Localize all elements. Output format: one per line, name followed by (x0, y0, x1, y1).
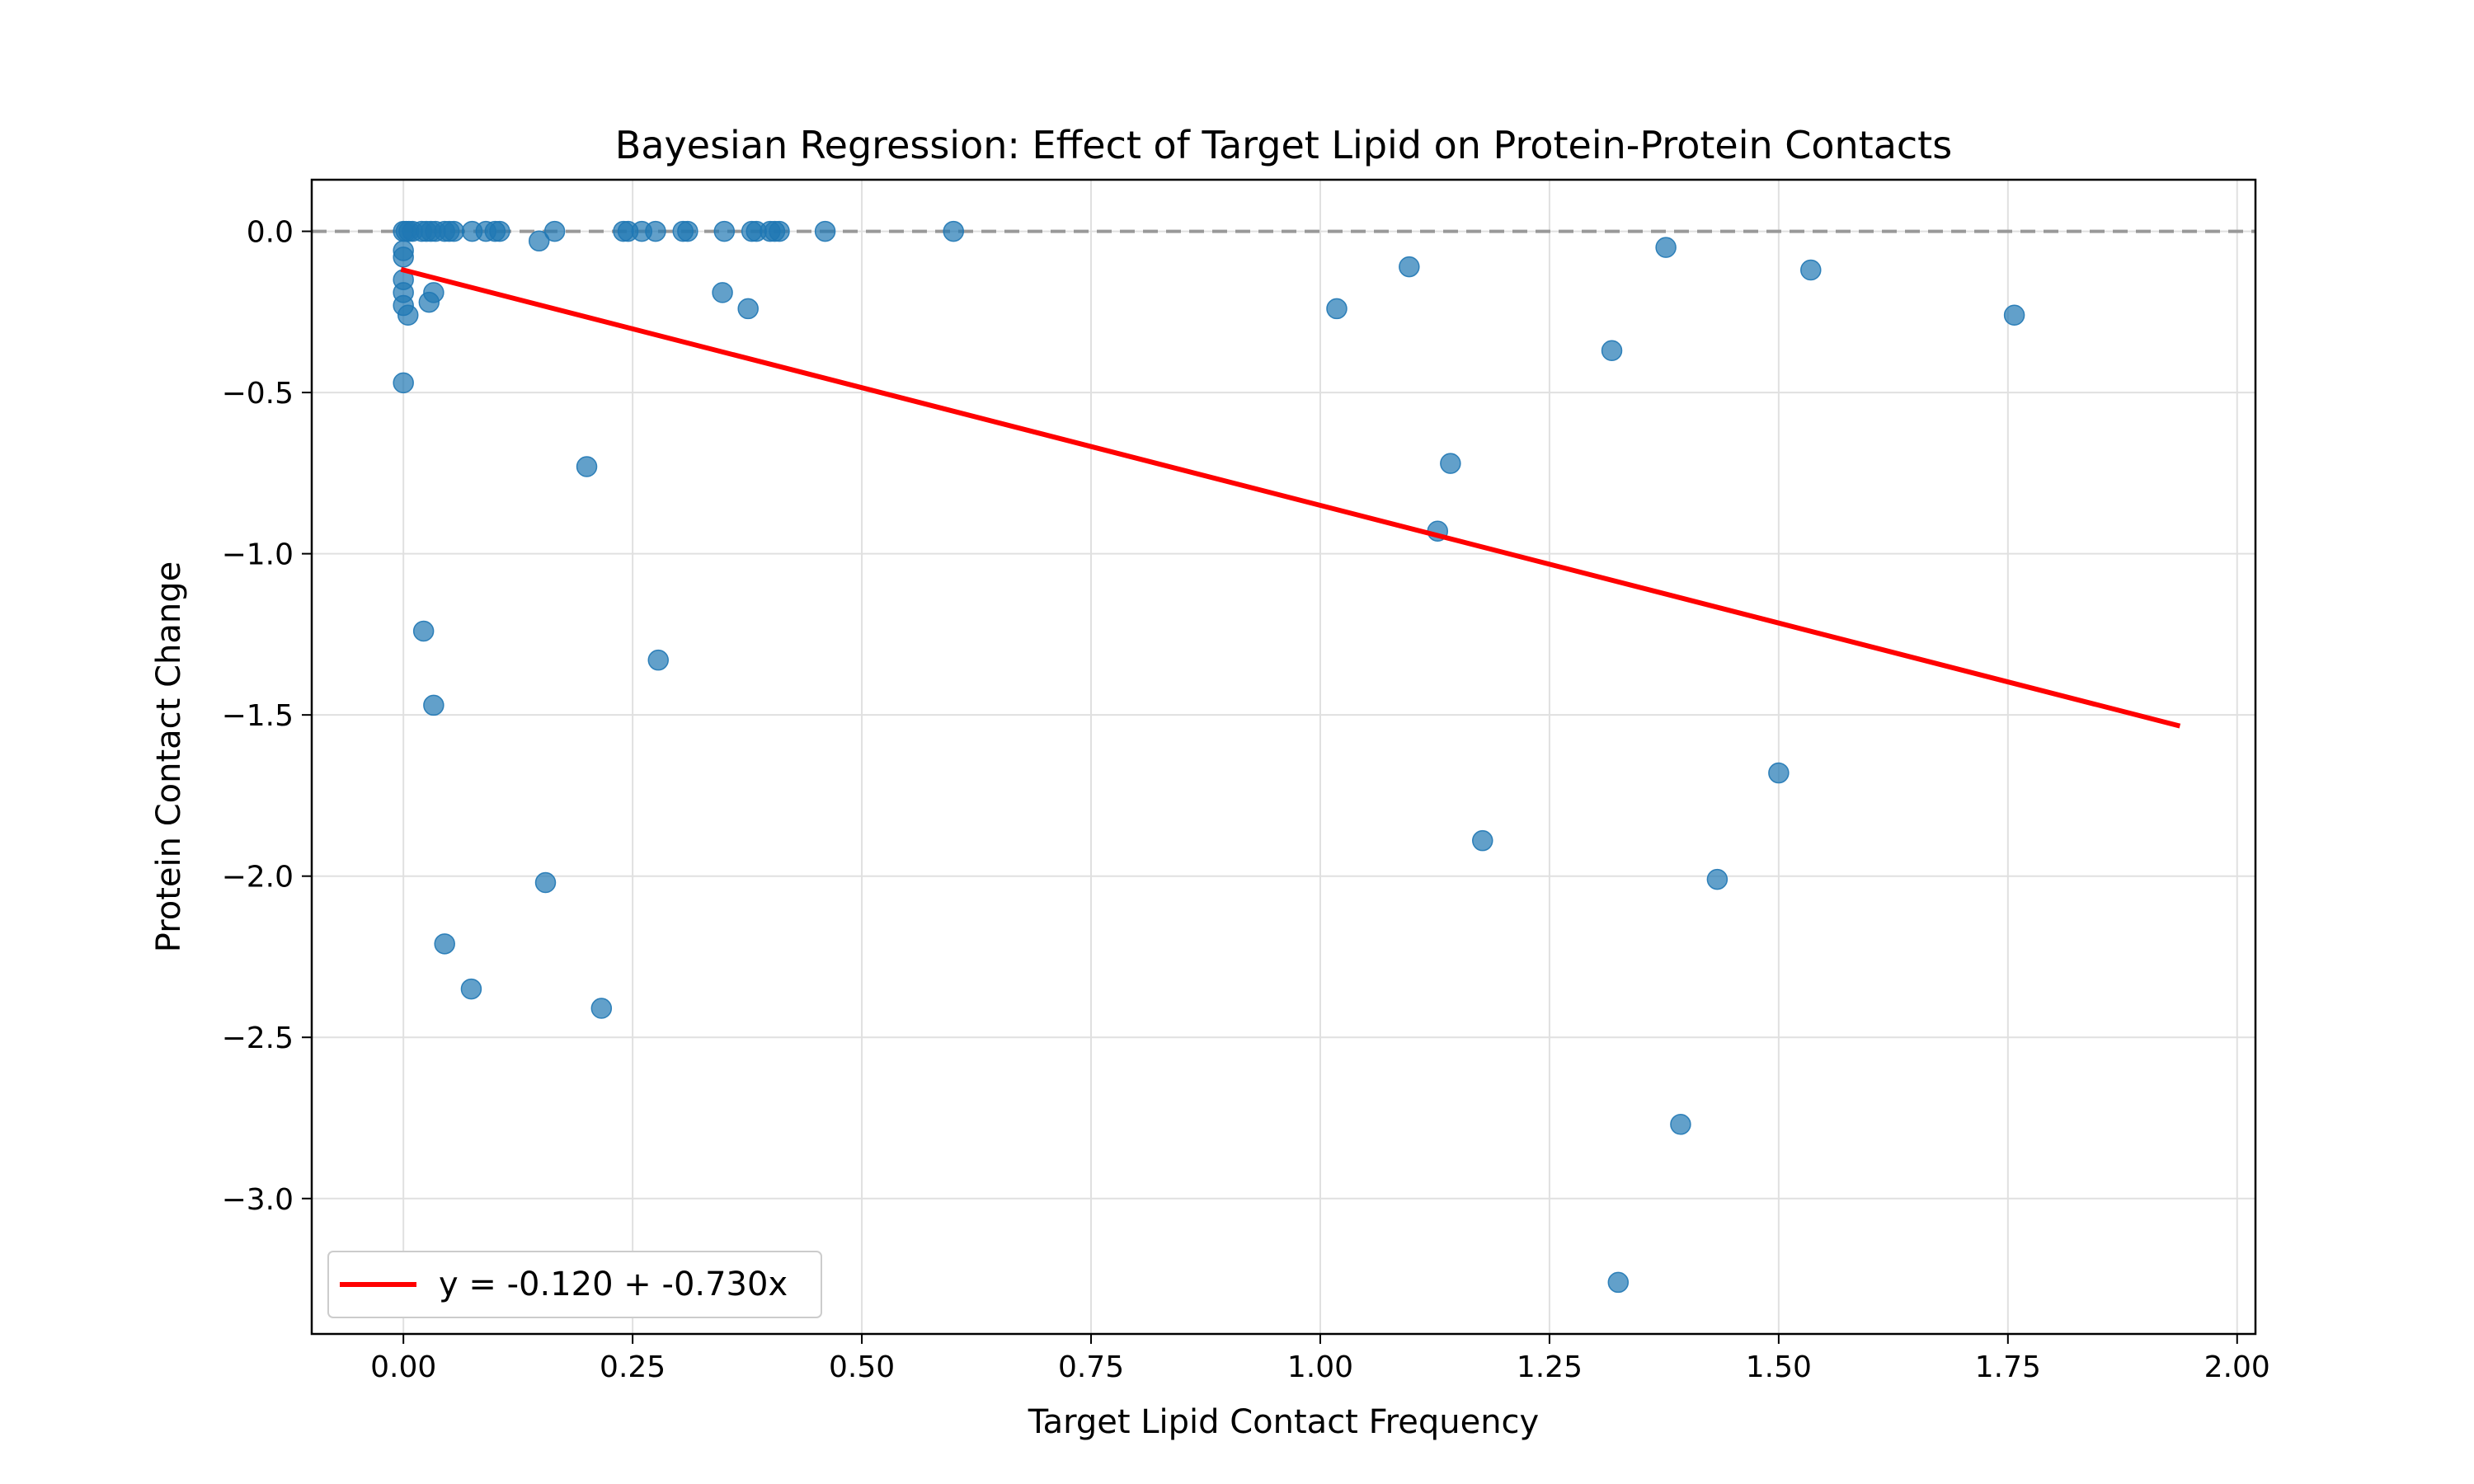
y-tick-label: −3.0 (222, 1183, 294, 1217)
y-tick-label: −0.5 (222, 377, 294, 411)
legend: y = -0.120 + -0.730x (327, 1251, 822, 1318)
data-point (423, 694, 444, 716)
data-point (1440, 453, 1461, 474)
data-point (489, 220, 510, 242)
data-point (393, 372, 414, 394)
y-tick-label: 0.0 (247, 216, 294, 250)
data-point (590, 998, 613, 1019)
regression-line (400, 266, 2181, 729)
plot-frame (310, 178, 2257, 1336)
x-tick-label: 0.25 (600, 1350, 666, 1384)
data-point (423, 282, 444, 303)
data-point (713, 220, 736, 242)
x-tick-label: 2.00 (2204, 1350, 2270, 1384)
data-point (769, 220, 790, 242)
x-axis-label: Target Lipid Contact Frequency (1028, 1403, 1539, 1441)
data-point (1800, 259, 1822, 281)
x-tick-label: 0.75 (1058, 1350, 1124, 1384)
data-point (1326, 298, 1348, 320)
data-point (1399, 256, 1420, 278)
data-point (943, 220, 965, 242)
data-point (1607, 1271, 1630, 1294)
data-point (647, 649, 670, 671)
data-point (814, 220, 836, 242)
data-point (1601, 340, 1623, 362)
data-point (534, 871, 557, 894)
y-tick-label: −1.0 (222, 538, 294, 572)
data-point (460, 978, 482, 1000)
data-point (1706, 868, 1729, 890)
data-point (528, 230, 550, 252)
data-point (576, 456, 598, 477)
y-axis-label: Protein Contact Change (150, 561, 188, 952)
x-tick-label: 1.50 (1746, 1350, 1812, 1384)
x-axis-ticks: 0.00 0.25 0.50 0.75 1.00 1.25 1.50 1.75 2.00 (370, 1334, 2270, 1384)
y-tick-label: −2.5 (222, 1021, 294, 1055)
data-point (2003, 304, 2025, 326)
y-axis-ticks: 0.0 −0.5 −1.0 −1.5 −2.0 −2.5 −3.0 (222, 216, 312, 1217)
x-tick-label: 0.00 (370, 1350, 436, 1384)
fit-line (400, 266, 2181, 729)
data-point (645, 220, 666, 242)
data-point (443, 220, 465, 242)
data-point (397, 304, 419, 326)
x-tick-label: 1.75 (1975, 1350, 2041, 1384)
legend-label-fit-line: y = -0.120 + -0.730x (439, 1266, 788, 1303)
x-tick-label: 0.50 (829, 1350, 895, 1384)
data-point (434, 933, 455, 955)
y-tick-label: −1.5 (222, 699, 294, 733)
data-point (412, 620, 435, 642)
legend-box (327, 1251, 822, 1318)
data-point (712, 282, 733, 303)
data-point (1670, 1114, 1691, 1135)
data-point (1655, 237, 1677, 258)
data-point (543, 220, 566, 242)
y-tick-label: −2.0 (222, 861, 294, 895)
chart-title: Bayesian Regression: Effect of Target Li… (615, 123, 1952, 167)
data-point (737, 298, 759, 320)
data-points (393, 220, 2025, 1294)
data-point (1768, 762, 1790, 784)
data-point (393, 247, 414, 268)
data-point (677, 220, 698, 242)
data-point (1472, 829, 1493, 852)
x-tick-label: 1.25 (1517, 1350, 1583, 1384)
x-tick-label: 1.00 (1287, 1350, 1353, 1384)
